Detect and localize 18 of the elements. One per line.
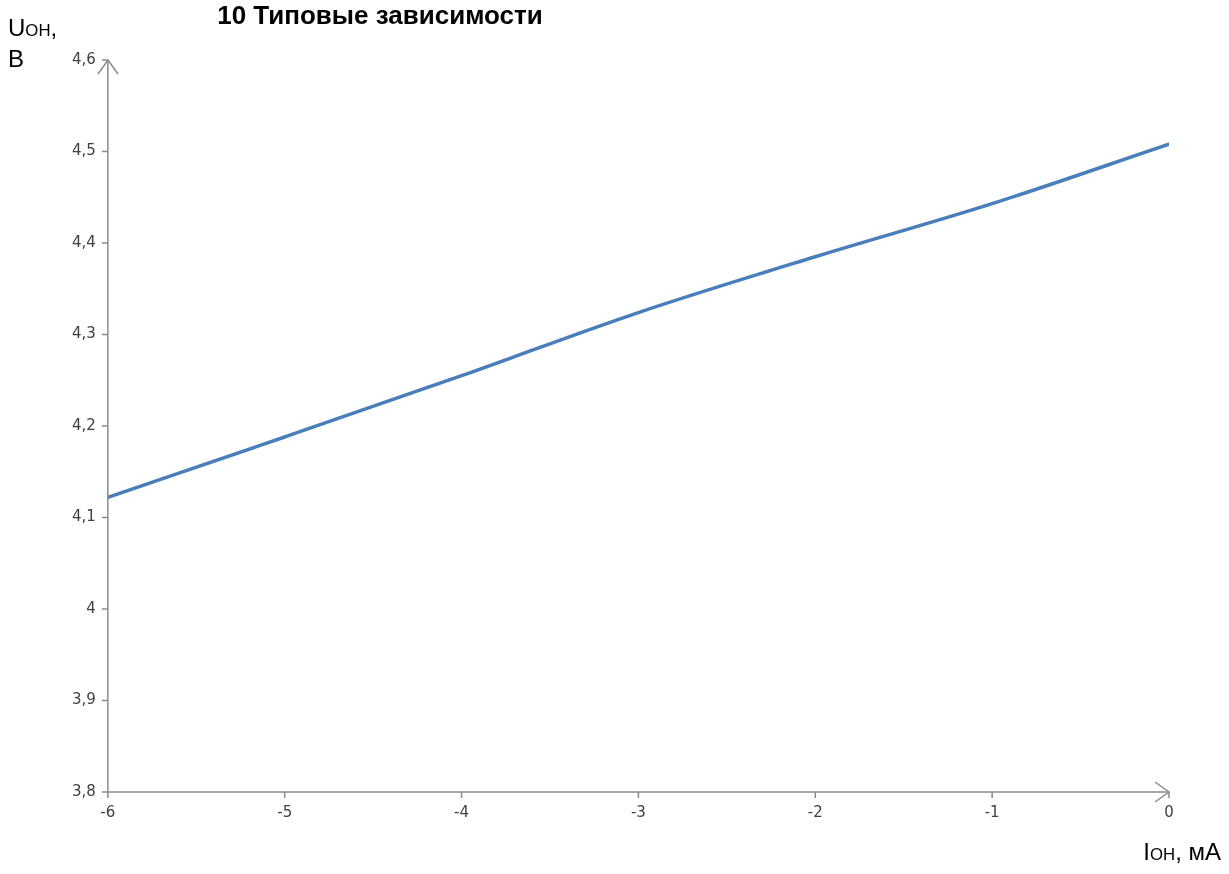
x-tick-label: -4 <box>454 802 470 821</box>
x-tick-label: -3 <box>630 802 646 821</box>
x-tick-label: 0 <box>1164 802 1174 821</box>
x-tick-label: -2 <box>807 802 823 821</box>
y-tick-label: 4 <box>86 598 96 617</box>
x-tick-label: -5 <box>277 802 293 821</box>
y-tick-label: 4,5 <box>72 141 96 160</box>
y-tick-label: 4,2 <box>72 415 96 434</box>
y-tick-label: 4,3 <box>72 324 96 343</box>
chart-title: 10 Типовые зависимости <box>216 0 544 31</box>
y-tick-label: 3,8 <box>72 781 96 800</box>
y-tick-label: 3,9 <box>72 690 96 709</box>
y-tick-label: 4,4 <box>72 232 96 251</box>
line-series <box>107 142 1169 500</box>
x-tick-label: -1 <box>984 802 1000 821</box>
y-tick-label: 4,6 <box>72 49 96 68</box>
x-tick-label: -6 <box>100 802 116 821</box>
y-tick-label: 4,1 <box>72 507 96 526</box>
